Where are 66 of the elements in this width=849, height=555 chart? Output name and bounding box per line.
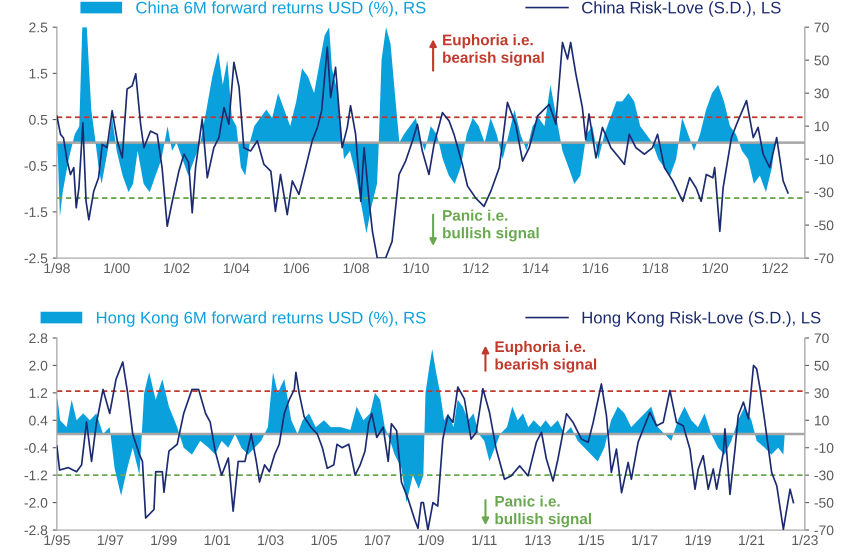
- y2-tick-label: -50: [814, 220, 834, 230]
- x-tick-label: 1/04: [224, 262, 250, 274]
- legend-label: Hong Kong Risk-Love (S.D.), LS: [582, 311, 820, 327]
- y2-tick-label: 30: [814, 388, 829, 398]
- y2-tick-label: -30: [814, 187, 834, 198]
- y2-tick-label: -50: [814, 498, 834, 508]
- x-tick-label: 1/95: [44, 534, 70, 546]
- x-tick-label: 1/07: [364, 534, 390, 546]
- x-tick-label: 1/10: [403, 262, 429, 274]
- x-tick-label: 1/11: [472, 534, 497, 546]
- y-tick-label: 1.2: [30, 388, 48, 398]
- y-tick-label: -2.0: [24, 498, 48, 508]
- x-tick-label: 1/20: [702, 262, 728, 274]
- y2-tick-label: -70: [814, 525, 834, 536]
- legend-label: China Risk-Love (S.D.), LS: [582, 1, 781, 17]
- x-tick-label: 1/16: [582, 262, 608, 274]
- x-tick-label: 1/18: [642, 262, 668, 274]
- y-tick-label: -2.8: [24, 525, 48, 536]
- y2-tick-label: -70: [814, 253, 834, 264]
- x-tick-label: 1/08: [344, 262, 369, 274]
- y2-tick-label: -30: [814, 470, 834, 480]
- y-tick-label: -1.5: [24, 207, 48, 218]
- y-tick-label: 0.5: [29, 114, 48, 125]
- y-tick-label: -2.5: [24, 253, 48, 264]
- annotation: Panic i.e. bullish signal: [495, 495, 591, 528]
- y-tick-label: -0.4: [24, 443, 48, 453]
- y2-tick-label: 50: [814, 56, 829, 66]
- y-tick-label: -1.2: [24, 470, 48, 480]
- x-tick-label: 1/05: [312, 534, 337, 546]
- annotation: Euphoria i.e. bearish signal: [495, 340, 596, 373]
- x-tick-label: 1/03: [258, 534, 284, 546]
- y2-tick-label: 70: [814, 333, 829, 344]
- y2-tick-label: 10: [814, 416, 829, 426]
- y-tick-label: 2.5: [29, 22, 48, 32]
- x-tick-label: 1/23: [792, 534, 818, 546]
- y2-tick-label: -10: [814, 154, 834, 164]
- y2-tick-label: -10: [814, 443, 834, 453]
- y-tick-label: 2.8: [29, 333, 48, 344]
- x-tick-label: 1/19: [686, 534, 711, 546]
- x-tick-label: 1/17: [632, 534, 658, 546]
- y2-tick-label: 70: [814, 22, 829, 32]
- x-tick-label: 1/97: [98, 534, 124, 546]
- x-tick-label: 1/22: [762, 262, 788, 274]
- x-tick-label: 1/09: [418, 534, 444, 546]
- x-tick-label: 1/14: [523, 262, 549, 274]
- x-tick-label: 1/21: [739, 534, 764, 546]
- x-tick-label: 1/00: [104, 262, 130, 274]
- y-tick-label: 0.4: [29, 416, 48, 426]
- x-tick-label: 1/02: [164, 262, 190, 274]
- y2-tick-label: 10: [814, 121, 829, 132]
- x-tick-label: 1/13: [525, 534, 551, 546]
- x-tick-label: 1/01: [204, 534, 230, 546]
- y-tick-label: 2.0: [29, 360, 48, 371]
- legend-label: China 6M forward returns USD (%), RS: [136, 1, 426, 17]
- x-tick-label: 1/98: [44, 262, 70, 274]
- y2-tick-label: 50: [814, 360, 829, 371]
- legend-label: Hong Kong 6M forward returns USD (%), RS: [96, 311, 426, 327]
- y-tick-label: -0.5: [24, 161, 48, 171]
- x-tick-label: 1/99: [151, 534, 177, 546]
- x-tick-label: 1/06: [284, 262, 310, 274]
- annotation: Euphoria i.e. bearish signal: [443, 34, 544, 66]
- x-tick-label: 1/15: [578, 534, 604, 546]
- y-tick-label: 1.5: [30, 68, 48, 79]
- y2-tick-label: 30: [814, 88, 829, 98]
- annotation: Panic i.e. bullish signal: [443, 210, 539, 242]
- x-tick-label: 1/12: [463, 262, 489, 274]
